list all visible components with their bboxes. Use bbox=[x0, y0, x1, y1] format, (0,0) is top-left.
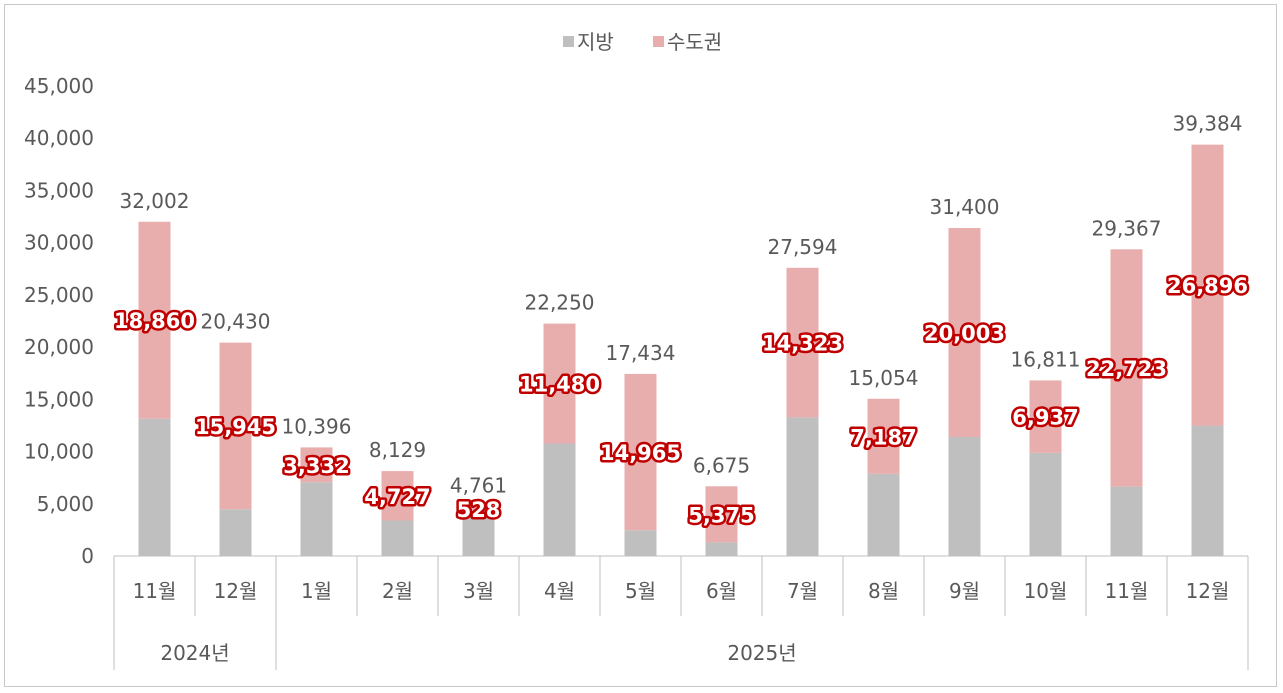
sudogwon-data-label: 4,727 bbox=[364, 485, 430, 509]
x-tick-label: 4월 bbox=[544, 579, 575, 603]
sudogwon-data-label: 22,723 bbox=[1086, 357, 1167, 381]
x-tick-label: 12월 bbox=[1186, 579, 1230, 603]
bar-jibang bbox=[381, 520, 414, 556]
y-tick-label: 45,000 bbox=[24, 74, 94, 98]
legend-label: 수도권 bbox=[667, 30, 722, 54]
sudogwon-data-label: 26,896 bbox=[1167, 274, 1248, 298]
bar-sudogwon bbox=[300, 447, 333, 483]
bar-sudogwon bbox=[543, 323, 576, 444]
bar-jibang bbox=[219, 509, 252, 556]
sudogwon-data-label: 5,375 bbox=[688, 503, 754, 527]
bar-sudogwon bbox=[138, 221, 171, 419]
total-data-label: 15,054 bbox=[849, 366, 919, 390]
bar-jibang bbox=[1110, 486, 1143, 556]
sudogwon-data-label: 18,860 bbox=[114, 309, 195, 333]
y-tick-label: 25,000 bbox=[24, 283, 94, 307]
x-tick-label: 2월 bbox=[382, 579, 413, 603]
bar-sudogwon bbox=[705, 486, 738, 543]
sudogwon-data-label: 11,480 bbox=[519, 373, 600, 397]
bar-jibang bbox=[705, 542, 738, 556]
bar-jibang bbox=[138, 418, 171, 556]
sudogwon-data-label: 3,332 bbox=[283, 454, 349, 478]
bar-jibang bbox=[948, 436, 981, 556]
year-group-label: 2025년 bbox=[727, 641, 796, 665]
y-tick-label: 10,000 bbox=[24, 440, 94, 464]
total-data-label: 6,675 bbox=[693, 453, 750, 477]
total-data-label: 4,761 bbox=[450, 473, 507, 497]
x-tick-label: 7월 bbox=[787, 579, 818, 603]
bar-sudogwon bbox=[1191, 144, 1224, 426]
bar-jibang bbox=[1029, 452, 1062, 556]
bar-jibang bbox=[867, 473, 900, 556]
bar-sudogwon bbox=[462, 506, 495, 512]
y-tick-label: 20,000 bbox=[24, 335, 94, 359]
x-tick-label: 12월 bbox=[214, 579, 258, 603]
total-data-label: 20,430 bbox=[201, 310, 271, 334]
bar-jibang bbox=[300, 482, 333, 556]
sudogwon-data-label: 14,323 bbox=[762, 332, 843, 356]
bar-sudogwon bbox=[1029, 380, 1062, 453]
sudogwon-data-label: 14,965 bbox=[600, 441, 681, 465]
total-data-label: 29,367 bbox=[1092, 216, 1162, 240]
total-data-label: 22,250 bbox=[525, 291, 595, 315]
bar-sudogwon bbox=[948, 228, 981, 437]
total-data-label: 39,384 bbox=[1173, 112, 1243, 136]
bar-jibang bbox=[462, 511, 495, 556]
x-tick-label: 11월 bbox=[1105, 579, 1149, 603]
bar-sudogwon bbox=[624, 373, 657, 531]
legend-label: 지방 bbox=[577, 30, 614, 54]
legend-swatch bbox=[563, 36, 574, 47]
y-tick-label: 30,000 bbox=[24, 231, 94, 255]
total-data-label: 31,400 bbox=[930, 195, 1000, 219]
bar-sudogwon bbox=[786, 267, 819, 418]
bar-sudogwon bbox=[381, 471, 414, 521]
x-tick-label: 8월 bbox=[868, 579, 899, 603]
y-tick-label: 5,000 bbox=[37, 492, 94, 516]
bar-sudogwon bbox=[219, 342, 252, 510]
x-tick-label: 3월 bbox=[463, 579, 494, 603]
total-data-label: 16,811 bbox=[1011, 347, 1081, 371]
bar-jibang bbox=[786, 417, 819, 556]
x-tick-label: 10월 bbox=[1024, 579, 1068, 603]
sudogwon-data-label: 7,187 bbox=[850, 425, 916, 449]
sudogwon-data-label: 528 bbox=[457, 498, 501, 522]
y-tick-label: 35,000 bbox=[24, 178, 94, 202]
bar-sudogwon bbox=[1110, 249, 1143, 487]
legend-swatch bbox=[653, 36, 664, 47]
sudogwon-data-label: 20,003 bbox=[924, 322, 1005, 346]
y-tick-label: 0 bbox=[81, 544, 94, 568]
sudogwon-data-label: 6,937 bbox=[1012, 406, 1078, 430]
year-group-label: 2024년 bbox=[160, 641, 229, 665]
x-tick-label: 6월 bbox=[706, 579, 737, 603]
chart-frame bbox=[4, 4, 1277, 687]
bar-sudogwon bbox=[867, 398, 900, 474]
total-data-label: 17,434 bbox=[606, 341, 676, 365]
total-data-label: 32,002 bbox=[120, 189, 190, 213]
x-tick-label: 11월 bbox=[133, 579, 177, 603]
y-tick-label: 15,000 bbox=[24, 387, 94, 411]
x-tick-label: 5월 bbox=[625, 579, 656, 603]
bar-jibang bbox=[543, 443, 576, 556]
x-tick-label: 9월 bbox=[949, 579, 980, 603]
sudogwon-data-label: 15,945 bbox=[195, 415, 276, 439]
bar-jibang bbox=[1191, 425, 1224, 556]
total-data-label: 10,396 bbox=[282, 414, 352, 438]
total-data-label: 8,129 bbox=[369, 438, 426, 462]
total-data-label: 27,594 bbox=[768, 235, 838, 259]
bar-jibang bbox=[624, 530, 657, 556]
y-tick-label: 40,000 bbox=[24, 126, 94, 150]
x-tick-label: 1월 bbox=[301, 579, 332, 603]
